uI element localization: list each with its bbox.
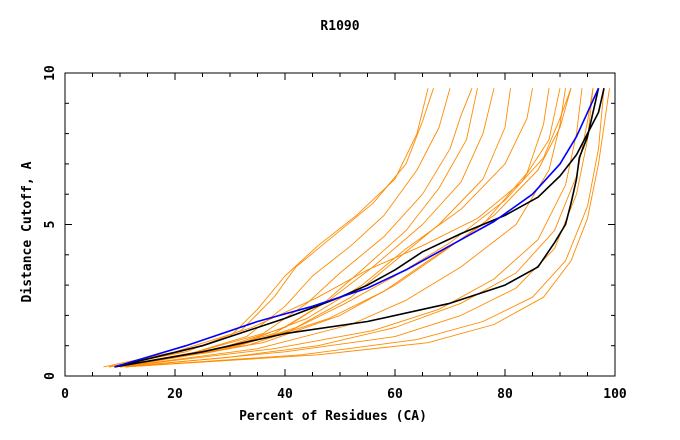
series-line-blue-20: [114, 87, 600, 368]
series-line-orange-6: [119, 88, 511, 368]
series-line-orange-13: [103, 88, 561, 368]
x-tick-label-20: 20: [167, 387, 183, 402]
series-line-orange-2: [114, 88, 451, 368]
y-tick-label-10: 10: [43, 65, 58, 81]
x-axis-label: Percent of Residues (CA): [239, 409, 427, 424]
series-line-black-19: [114, 88, 605, 368]
series-line-orange-1: [108, 88, 429, 368]
series-line-orange-15: [125, 88, 610, 368]
x-tick-label-0: 0: [61, 387, 69, 402]
axis-ticks: 0 20 40 60 80 100 0 5 10: [43, 65, 627, 402]
y-tick-label-5: 5: [43, 221, 58, 229]
x-tick-label-60: 60: [387, 387, 403, 402]
series-line-orange-7: [119, 88, 533, 368]
plot-lines: [103, 87, 610, 368]
chart-title: R1090: [320, 19, 359, 34]
x-tick-label-100: 100: [603, 387, 627, 402]
y-tick-label-0: 0: [43, 372, 58, 380]
x-tick-label-80: 80: [497, 387, 513, 402]
series-line-orange-12: [125, 88, 605, 368]
series-line-orange-4: [114, 88, 478, 368]
series-line-orange-9: [119, 88, 566, 368]
series-line-orange-11: [125, 88, 594, 368]
series-line-black-18: [114, 88, 600, 368]
series-line-orange-10: [119, 88, 583, 368]
series-line-orange-0: [108, 88, 434, 368]
x-tick-label-40: 40: [277, 387, 293, 402]
series-line-orange-5: [114, 88, 495, 368]
series-line-orange-17: [119, 88, 594, 368]
y-axis-label: Distance Cutoff, A: [20, 161, 35, 302]
plot-frame: [64, 72, 616, 377]
series-line-orange-3: [114, 88, 473, 368]
